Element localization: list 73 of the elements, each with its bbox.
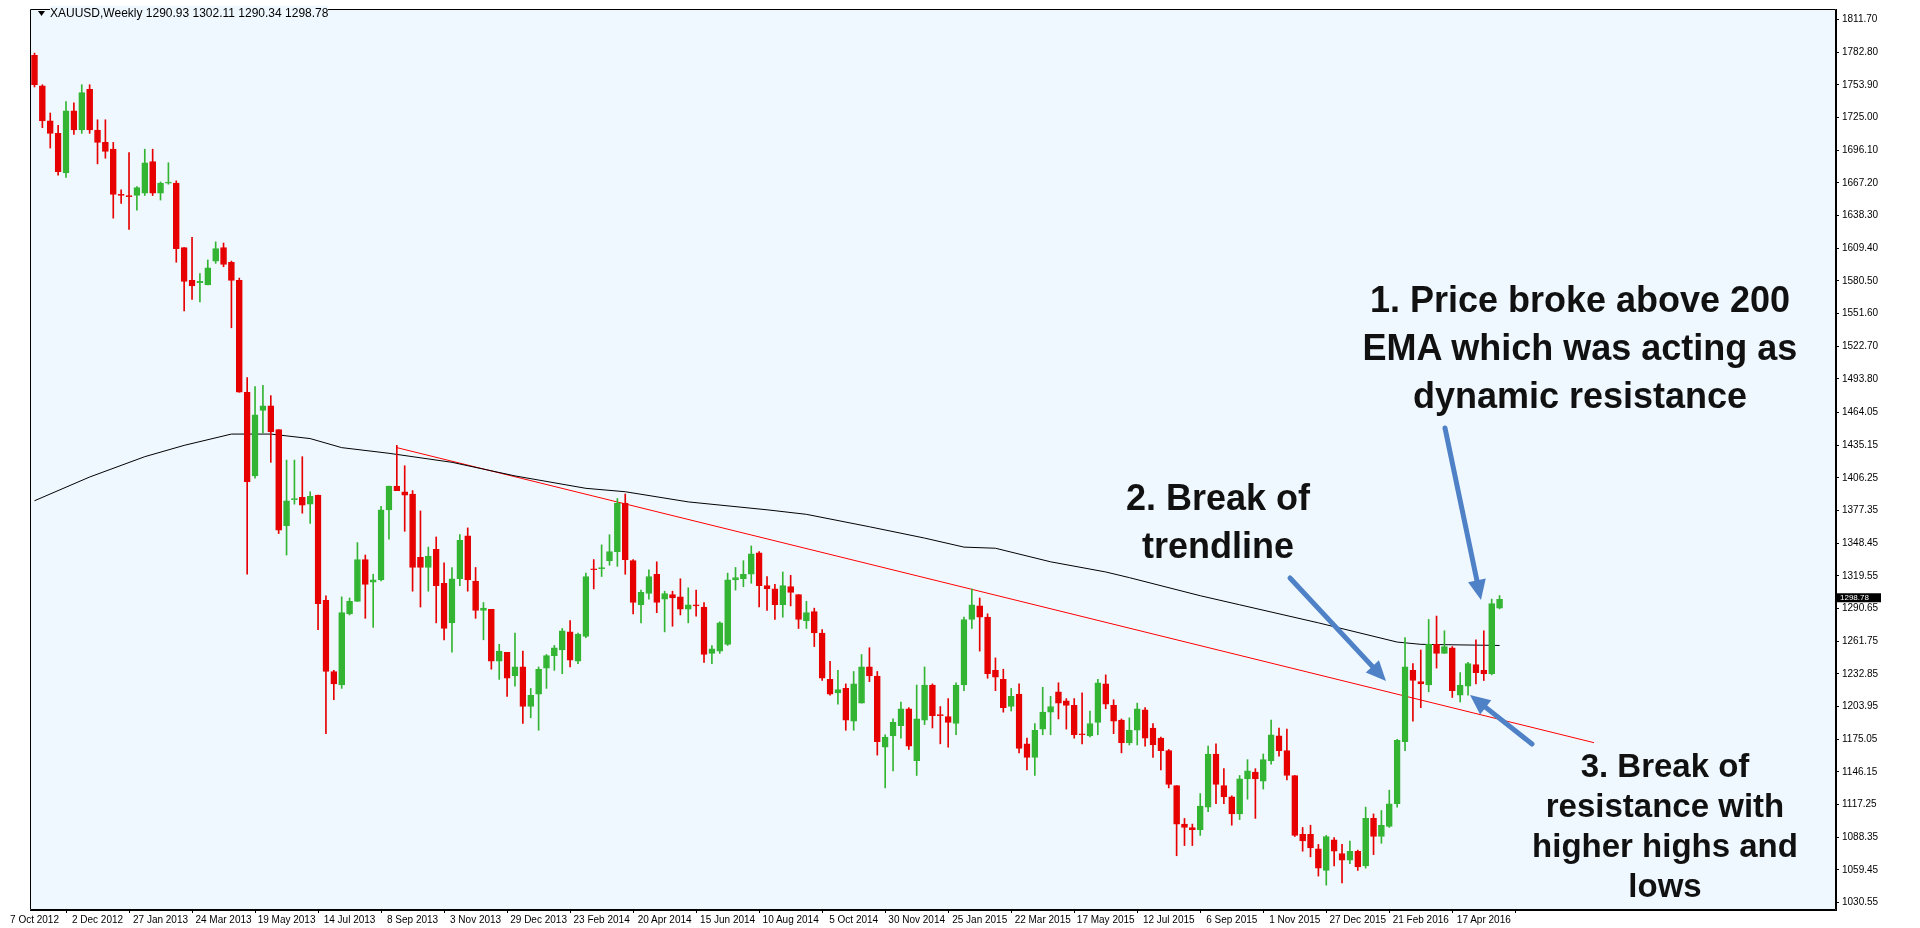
y-tick-label: 1725.00 — [1842, 111, 1879, 123]
x-tick-label: 27 Dec 2015 — [1329, 913, 1387, 925]
x-tick-label: 24 Mar 2013 — [195, 913, 253, 925]
y-tick-label: 1348.45 — [1842, 536, 1879, 548]
x-tick-label: 29 Dec 2013 — [510, 913, 568, 925]
y-tick-label: 1232.85 — [1842, 667, 1879, 679]
y-tick-label: 1551.60 — [1842, 307, 1879, 319]
candlestick — [1480, 630, 1488, 681]
candlestick — [298, 456, 306, 514]
candlestick — [684, 587, 692, 624]
x-tick-label: 14 Jul 2013 — [323, 913, 376, 925]
x-tick-label: 3 Nov 2013 — [450, 913, 502, 925]
y-tick-label: 1782.80 — [1842, 45, 1879, 57]
y-tick-label: 1580.50 — [1842, 274, 1879, 286]
x-tick-label: 12 Jul 2015 — [1142, 913, 1196, 925]
y-tick-label: 1030.55 — [1842, 896, 1879, 908]
y-tick-label: 1203.95 — [1842, 700, 1879, 712]
candlestick — [692, 589, 700, 617]
chart-title: XAUUSD,Weekly 1290.93 1302.11 1290.34 1298.78 — [50, 6, 329, 20]
candlestick — [1472, 639, 1480, 685]
x-tick-label: 5 Oct 2014 — [829, 913, 879, 925]
x-tick-label: 19 May 2013 — [257, 913, 316, 925]
x-tick-label: 22 Mar 2015 — [1014, 913, 1072, 925]
x-tick-label: 23 Feb 2014 — [573, 913, 631, 925]
candlestick — [306, 491, 314, 524]
y-tick-label: 1609.40 — [1842, 241, 1879, 253]
y-tick-label: 1464.05 — [1842, 406, 1879, 418]
x-tick-label: 21 Feb 2016 — [1392, 913, 1450, 925]
x-tick-label: 17 Apr 2016 — [1456, 913, 1512, 925]
x-tick-label: 20 Apr 2014 — [637, 913, 693, 925]
annotation: 1. Price broke above 200 EMA which was acting as dynamic resistance — [1361, 278, 1799, 418]
candlestick — [944, 698, 952, 748]
y-tick-label: 1696.10 — [1842, 143, 1879, 155]
y-tick-label: 1059.45 — [1842, 863, 1879, 875]
candlestick — [881, 734, 889, 789]
y-tick-label: 1290.65 — [1842, 602, 1879, 614]
x-tick-label: 10 Aug 2014 — [762, 913, 820, 925]
x-tick-label: 27 Jan 2013 — [133, 913, 189, 925]
y-tick-label: 1667.20 — [1842, 176, 1879, 188]
candlestick — [401, 465, 409, 532]
y-tick-label: 1261.75 — [1842, 634, 1879, 646]
x-tick-label: 2 Dec 2012 — [71, 913, 124, 925]
candlestick — [393, 445, 401, 491]
y-tick-label: 1638.30 — [1842, 209, 1879, 221]
x-tick-label: 15 Jun 2014 — [700, 913, 756, 925]
candlestick — [590, 559, 598, 590]
candlestick — [976, 597, 984, 652]
x-tick-label: 25 Jan 2015 — [952, 913, 1008, 925]
x-tick-label: 6 Sep 2015 — [1206, 913, 1258, 925]
x-tick-label: 17 May 2015 — [1076, 913, 1136, 925]
x-tick-label: 1 Nov 2015 — [1269, 913, 1321, 925]
y-tick-label: 1753.90 — [1842, 78, 1879, 90]
x-tick-label: 30 Nov 2014 — [888, 913, 946, 925]
text: 1298.78 — [1840, 593, 1870, 603]
y-tick-label: 1811.70 — [1842, 13, 1878, 25]
candlestick — [1078, 692, 1086, 745]
y-tick-label: 1435.15 — [1842, 438, 1879, 450]
y-tick-label: 1146.15 — [1842, 765, 1878, 777]
candlestick — [1338, 844, 1346, 884]
candlestick — [259, 385, 267, 434]
y-tick-label: 1117.25 — [1842, 798, 1878, 810]
candlestick — [1417, 649, 1425, 708]
y-tick-label: 1406.25 — [1842, 471, 1879, 483]
x-tick-label: 7 Oct 2012 — [10, 913, 60, 925]
y-tick-label: 1175.05 — [1842, 732, 1878, 744]
annotation: 2. Break of trendline — [1124, 476, 1312, 568]
y-tick-label: 1088.35 — [1842, 831, 1879, 842]
y-tick-label: 1377.35 — [1842, 504, 1879, 516]
x-tick-label: 8 Sep 2013 — [386, 913, 439, 925]
annotation: 3. Break of resistance with higher highs and lows — [1531, 746, 1799, 906]
y-tick-label: 1493.80 — [1842, 372, 1879, 384]
y-tick-label: 1319.55 — [1842, 569, 1879, 581]
y-tick-label: 1522.70 — [1842, 339, 1879, 351]
